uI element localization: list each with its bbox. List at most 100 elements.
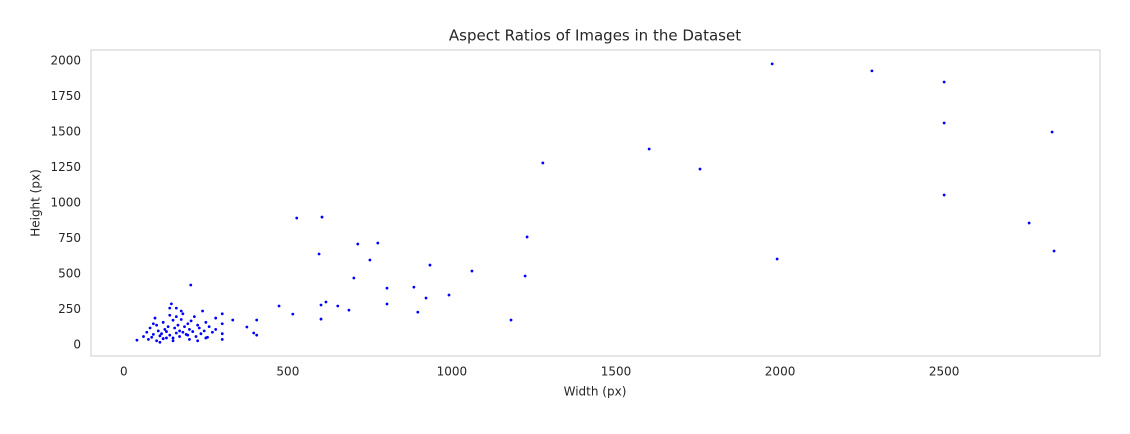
scatter-point: [171, 318, 175, 322]
scatter-point: [523, 274, 527, 278]
scatter-point: [145, 330, 149, 334]
scatter-point: [174, 331, 178, 335]
scatter-point: [166, 325, 170, 328]
y-tick-label: 1750: [50, 89, 81, 103]
scatter-point: [179, 309, 183, 313]
scatter-point: [942, 121, 946, 125]
scatter-point: [158, 340, 162, 344]
scatter-point: [156, 329, 160, 333]
scatter-point: [870, 69, 874, 73]
x-tick-label: 2000: [765, 365, 796, 379]
scatter-point: [169, 302, 173, 306]
scatter-point: [942, 80, 946, 84]
y-tick-label: 1000: [50, 196, 81, 210]
scatter-point: [317, 252, 321, 256]
scatter-point: [277, 304, 281, 308]
scatter-point: [214, 328, 218, 331]
scatter-point: [252, 331, 256, 335]
scatter-point: [347, 308, 351, 312]
scatter-point: [186, 333, 190, 337]
scatter-point: [148, 326, 152, 330]
scatter-point: [220, 332, 224, 336]
scatter-point: [191, 330, 195, 333]
scatter-point: [942, 193, 946, 197]
scatter-point: [295, 216, 299, 220]
scatter-point: [189, 319, 193, 323]
x-tick-label: 0: [120, 365, 128, 379]
scatter-point: [204, 336, 208, 340]
scatter-point: [255, 318, 259, 322]
scatter-point: [412, 285, 416, 289]
x-tick-label: 500: [276, 365, 299, 379]
scatter-point: [151, 333, 155, 336]
scatter-point: [171, 339, 175, 343]
scatter-point: [186, 322, 190, 326]
scatter-point: [698, 167, 702, 171]
scatter-point: [1052, 249, 1056, 253]
scatter-point: [255, 333, 259, 337]
scatter-point: [174, 315, 178, 319]
y-tick-label: 0: [73, 338, 81, 352]
scatter-point: [770, 62, 774, 66]
scatter-point: [385, 302, 389, 306]
scatter-point: [188, 328, 191, 331]
scatter-point: [142, 335, 145, 338]
scatter-point: [197, 326, 201, 330]
y-tick-label: 500: [58, 267, 81, 281]
y-tick-label: 1500: [50, 124, 81, 138]
scatter-point: [220, 312, 224, 316]
y-tick-label: 750: [58, 231, 81, 245]
y-tick-label: 1250: [50, 160, 81, 174]
scatter-point: [171, 336, 175, 340]
chart-title: Aspect Ratios of Images in the Dataset: [449, 27, 741, 45]
scatter-point: [245, 325, 249, 329]
scatter-point: [447, 293, 451, 297]
scatter-point: [324, 300, 328, 304]
scatter-point: [194, 335, 198, 338]
scatter-point: [647, 147, 651, 151]
scatter-point: [163, 328, 167, 331]
scatter-point: [428, 263, 432, 267]
scatter-point: [196, 323, 200, 327]
scatter-point: [168, 333, 172, 337]
scatter-point: [161, 320, 165, 324]
x-axis-label: Width (px): [564, 385, 627, 399]
scatter-point: [220, 337, 224, 341]
scatter-point: [231, 318, 235, 322]
scatter-point: [147, 337, 150, 341]
scatter-point: [352, 276, 356, 280]
scatter-point: [151, 322, 155, 326]
scatter-point: [150, 335, 154, 339]
scatter-point: [181, 312, 185, 316]
scatter-point: [189, 283, 193, 287]
scatter-point: [336, 304, 340, 308]
scatter-point: [135, 338, 139, 342]
scatter-point: [470, 269, 474, 273]
scatter-point: [204, 320, 208, 324]
scatter-point: [356, 242, 360, 246]
scatter-point: [188, 337, 191, 341]
scatter-point: [509, 318, 513, 322]
scatter-point: [202, 329, 206, 333]
scatter-point: [174, 306, 178, 310]
scatter-point: [196, 339, 200, 343]
y-tick-label: 250: [58, 302, 81, 316]
scatter-point: [201, 309, 204, 313]
scatter-point: [155, 323, 159, 327]
scatter-point: [158, 334, 162, 338]
scatter-point: [161, 337, 165, 341]
scatter-point: [176, 323, 180, 327]
scatter-point: [168, 313, 172, 317]
scatter-point: [424, 296, 428, 300]
y-tick-label: 2000: [50, 53, 81, 67]
plot-frame: [90, 49, 1101, 357]
scatter-point: [416, 310, 420, 314]
scatter-point: [368, 258, 372, 262]
scatter-point: [165, 330, 168, 333]
x-tick-label: 1000: [437, 365, 468, 379]
scatter-point: [207, 325, 211, 328]
scatter-point: [173, 326, 177, 330]
scatter-point: [775, 257, 779, 261]
scatter-point: [220, 322, 224, 326]
scatter-point: [165, 336, 168, 340]
